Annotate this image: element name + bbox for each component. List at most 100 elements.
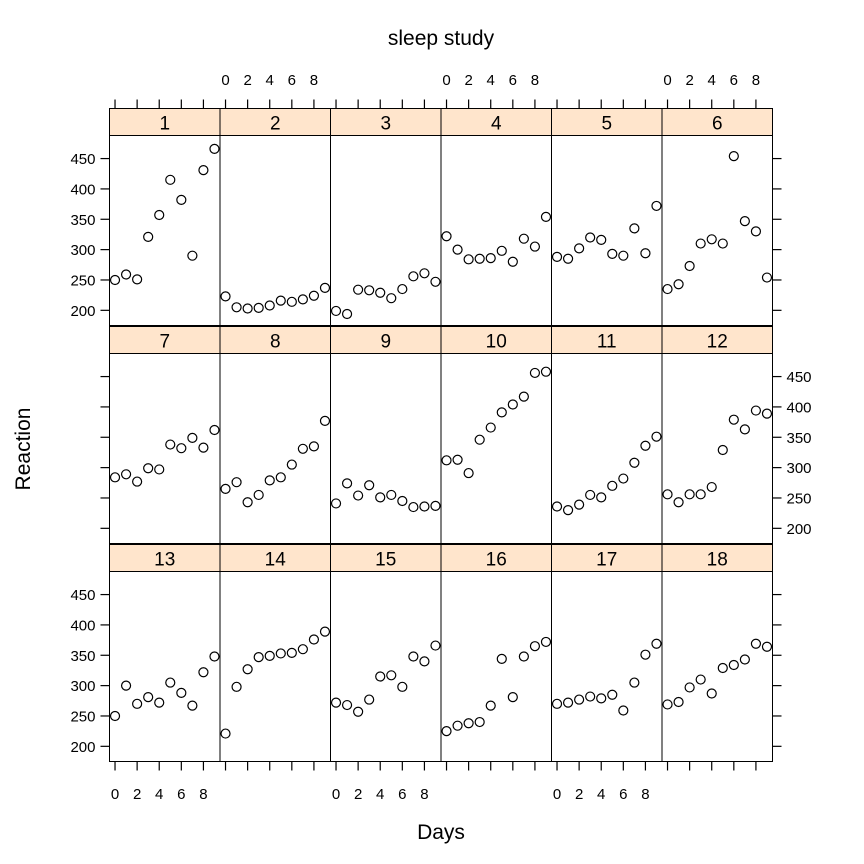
data-point	[673, 696, 684, 708]
data-point	[264, 650, 275, 661]
y-tick-label-right: 250	[787, 490, 812, 507]
panel-strip	[440, 544, 552, 572]
panel-strip	[661, 326, 773, 354]
x-tick-label-bottom: 0	[553, 786, 561, 803]
data-point	[253, 302, 264, 313]
panel-strip	[219, 108, 331, 136]
panel-strip-label: 15	[375, 550, 396, 571]
data-point	[132, 274, 143, 285]
data-point	[198, 442, 209, 453]
data-point	[529, 367, 541, 379]
data-point	[607, 689, 618, 700]
data-point	[507, 256, 518, 267]
y-tick-label-right: 200	[787, 521, 812, 538]
panel-strip	[219, 326, 331, 354]
data-point	[684, 489, 695, 500]
data-point	[750, 638, 762, 649]
data-point	[596, 492, 607, 503]
data-point	[165, 677, 176, 688]
data-point	[109, 472, 121, 483]
panel-box	[330, 571, 442, 762]
panel-strip-label: 18	[707, 550, 728, 571]
x-tick-label-bottom: 6	[398, 786, 406, 803]
data-point	[618, 705, 629, 716]
panel-strip-label: 17	[596, 550, 617, 571]
x-tick-label-top: 0	[663, 72, 671, 89]
panel-box	[440, 135, 552, 326]
panel-strip-label: 11	[597, 332, 617, 353]
x-axis-label: Days	[417, 821, 465, 844]
panel-box	[551, 571, 663, 762]
data-point	[286, 296, 297, 307]
x-tick-label-top: 0	[221, 72, 229, 89]
data-point	[353, 284, 364, 295]
data-point	[761, 272, 773, 283]
data-point	[728, 414, 739, 425]
data-point	[109, 274, 121, 286]
x-tick-label-top: 4	[708, 72, 716, 89]
data-point	[308, 441, 320, 452]
data-point	[353, 490, 364, 501]
data-point	[198, 165, 209, 176]
data-point	[353, 706, 364, 717]
data-point	[364, 480, 375, 491]
data-point	[463, 467, 474, 479]
data-point	[629, 223, 640, 234]
panel-strip-label: 12	[707, 332, 728, 353]
data-point	[562, 697, 574, 708]
data-point	[452, 720, 463, 731]
panel-box	[330, 135, 442, 326]
data-point	[187, 250, 198, 261]
x-tick-label-top: 8	[752, 72, 760, 89]
data-point	[551, 251, 563, 263]
data-point	[275, 472, 286, 483]
data-point	[585, 691, 596, 702]
data-point	[220, 728, 231, 739]
y-tick-label-right: 450	[787, 369, 812, 386]
data-point	[695, 674, 706, 685]
data-point	[165, 439, 176, 450]
y-tick-label-left: 350	[70, 212, 95, 229]
data-point	[220, 291, 231, 302]
data-point	[341, 478, 353, 489]
panel-strip-label: 13	[154, 550, 175, 571]
data-point	[187, 432, 198, 443]
x-tick-label-bottom: 0	[332, 786, 340, 803]
data-point	[673, 497, 684, 508]
x-tick-label-top: 6	[509, 72, 517, 89]
data-point	[717, 444, 728, 456]
panel-strip-label: 6	[712, 114, 723, 135]
y-tick-label-left: 300	[70, 678, 95, 695]
data-point	[607, 248, 618, 259]
panel-box	[330, 353, 442, 544]
data-point	[695, 238, 706, 249]
data-point	[684, 682, 695, 693]
y-tick-label-left: 450	[70, 587, 95, 604]
data-point	[607, 480, 618, 491]
data-point	[496, 245, 507, 256]
data-point	[308, 290, 320, 301]
data-point	[143, 463, 154, 474]
data-point	[706, 688, 717, 699]
x-tick-label-bottom: 8	[420, 786, 428, 803]
data-point	[132, 698, 143, 709]
data-point	[143, 231, 154, 242]
panel-box	[109, 353, 221, 544]
y-tick-label-right: 300	[787, 460, 812, 477]
data-point	[662, 283, 673, 295]
data-point	[330, 697, 342, 708]
data-point	[319, 626, 331, 637]
data-point	[574, 694, 585, 705]
x-tick-label-top: 0	[442, 72, 450, 89]
x-tick-label-top: 4	[266, 72, 274, 89]
data-point	[640, 649, 651, 660]
data-point	[761, 408, 773, 419]
data-point	[430, 500, 441, 511]
panel-strip-label: 14	[265, 550, 287, 571]
data-point	[397, 495, 408, 507]
y-tick-label-left: 400	[70, 617, 95, 634]
data-point	[739, 215, 750, 227]
panel-box	[661, 353, 773, 544]
